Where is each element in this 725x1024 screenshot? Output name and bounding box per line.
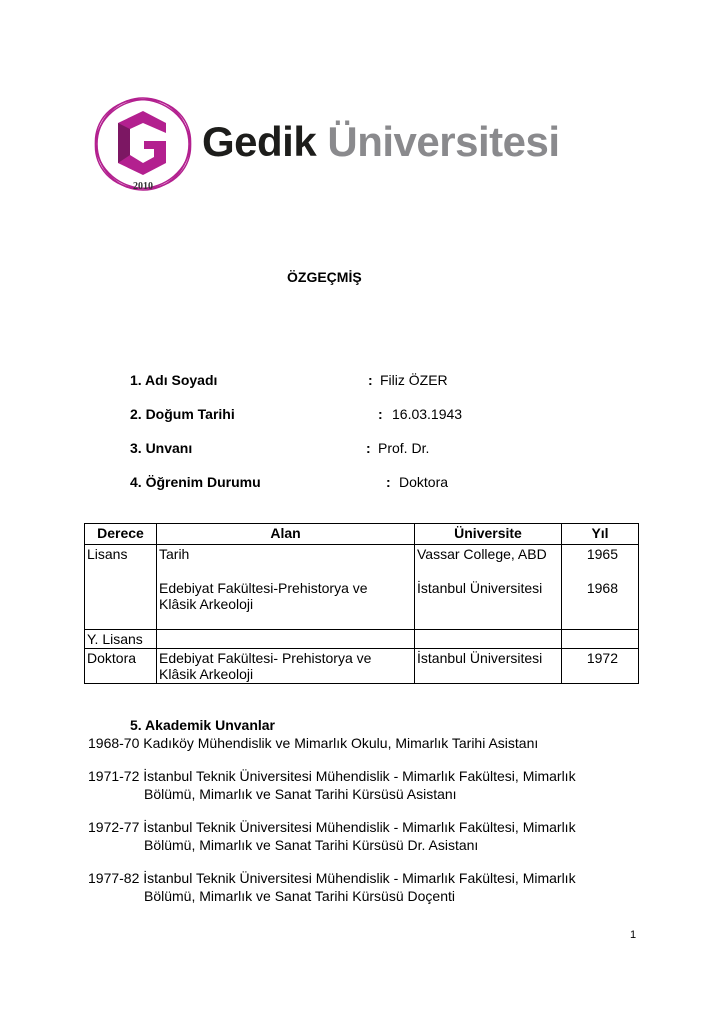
table-row: Lisans Tarih Edebiyat Fakültesi-Prehistor…: [84, 544, 639, 630]
cell-universite: İstanbul Üniversitesi: [414, 648, 562, 684]
field-value: Prof. Dr.: [378, 440, 430, 456]
field-value: 16.03.1943: [392, 406, 463, 422]
field-label: 2. Doğum Tarihi: [130, 406, 235, 422]
svg-text:2010: 2010: [133, 181, 153, 192]
field-label: 4. Öğrenim Durumu: [130, 474, 261, 490]
section-heading: 5. Akademik Unvanlar: [130, 717, 275, 733]
cell-derece: Doktora: [84, 648, 157, 684]
cell-derece: Lisans: [84, 544, 157, 630]
cell-alan: Edebiyat Fakültesi- Prehistorya ve Klâsik…: [156, 648, 415, 684]
cell-derece: Y. Lisans: [84, 629, 157, 649]
education-table: Derece Alan Üniversite Yıl Lisans Tarih E…: [84, 523, 639, 684]
header-universite: Üniversite: [414, 523, 562, 545]
cell-universite: Vassar College, ABD İstanbul Üniversitesi: [414, 544, 562, 630]
page-title: ÖZGEÇMİŞ: [287, 269, 362, 285]
field-value: Filiz ÖZER: [380, 372, 448, 388]
field-sep: :: [386, 474, 391, 490]
field-sep: :: [378, 406, 383, 422]
logo-wordmark: Gedik Üniversitesi: [202, 118, 560, 165]
cell-yil: 1972: [561, 648, 639, 684]
list-item: 1977-82 İstanbul Teknik Üniversitesi Müh…: [88, 870, 576, 904]
header-alan: Alan: [156, 523, 415, 545]
field-label: 1. Adı Soyadı: [130, 372, 218, 388]
field-sep: :: [368, 372, 373, 388]
list-item: 1968-70 Kadıköy Mühendislik ve Mimarlık …: [88, 735, 539, 751]
cell-alan: Tarih Edebiyat Fakültesi-Prehistorya ve Kl…: [156, 544, 415, 630]
list-item: 1972-77 İstanbul Teknik Üniversitesi Müh…: [88, 819, 576, 853]
table-row: Doktora Edebiyat Fakültesi- Prehistorya …: [84, 648, 639, 684]
header-yil: Yıl: [561, 523, 639, 545]
page-number: 1: [630, 929, 637, 941]
cell-yil: 1965 1968: [561, 544, 639, 630]
table-row: Y. Lisans: [84, 629, 639, 649]
field-label: 3. Unvanı: [130, 440, 193, 456]
logo-emblem-icon: 2010: [94, 97, 192, 192]
table-header-row: Derece Alan Üniversite Yıl: [84, 523, 639, 545]
list-item: 1971-72 İstanbul Teknik Üniversitesi Müh…: [88, 768, 576, 802]
field-sep: :: [366, 440, 371, 456]
header-derece: Derece: [84, 523, 157, 545]
field-value: Doktora: [399, 474, 449, 490]
